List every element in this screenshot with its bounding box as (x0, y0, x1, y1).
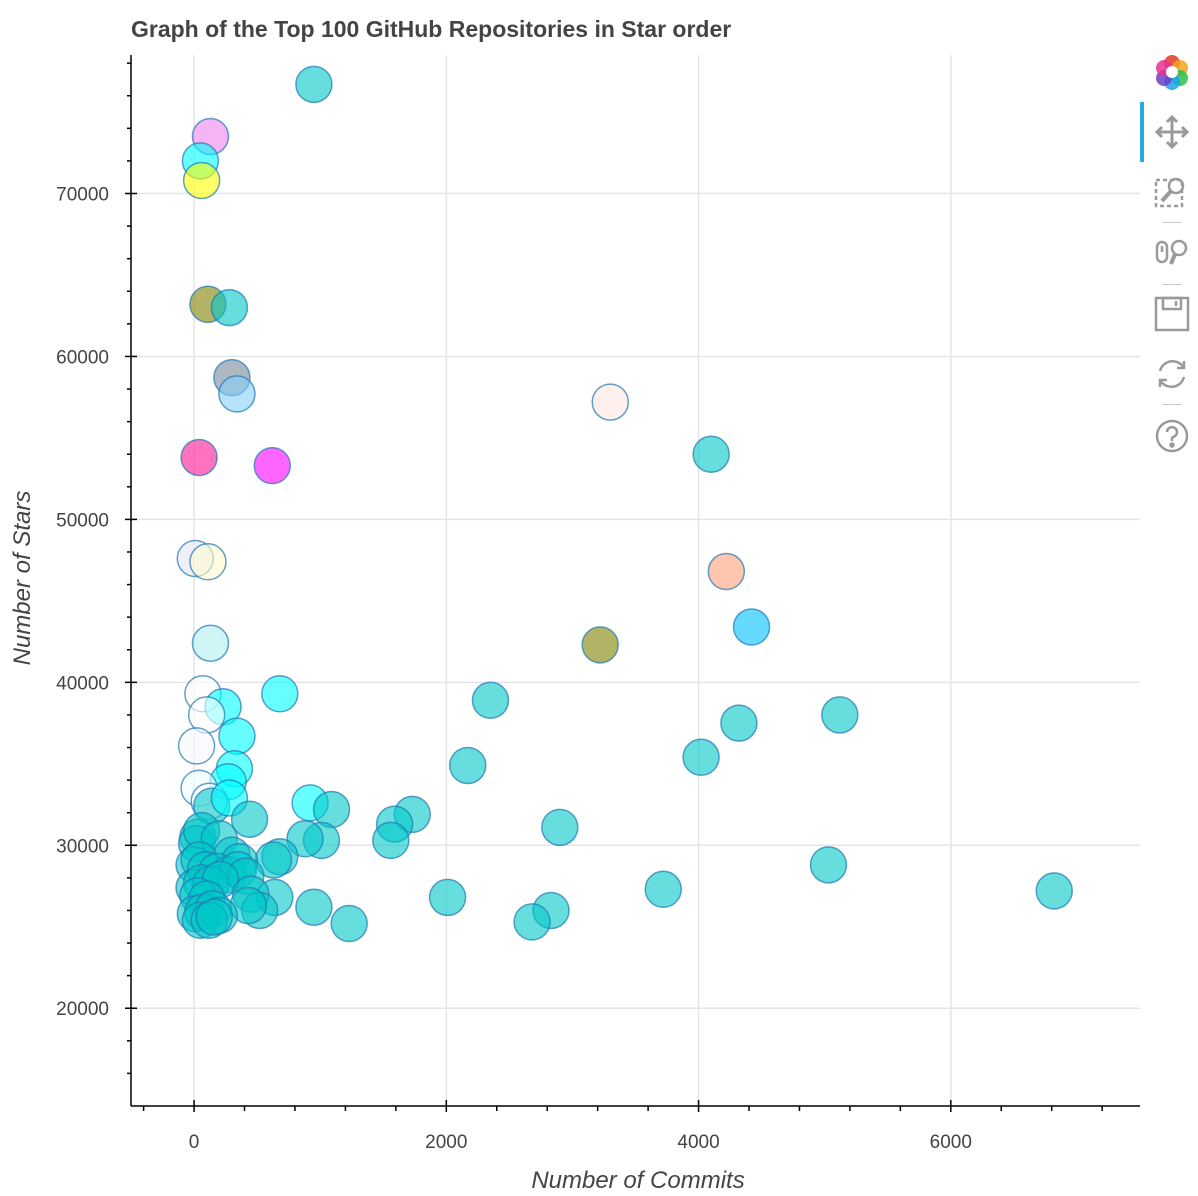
scatter-point (372, 821, 410, 860)
wheel-zoom-icon[interactable] (1152, 232, 1192, 272)
y-tick-label: 50000 (56, 510, 109, 531)
scatter-point (449, 746, 487, 785)
grid-lines (131, 55, 1140, 1106)
scatter-point (182, 161, 221, 200)
scatter-point (330, 904, 368, 943)
scatter-point (177, 727, 216, 765)
help-icon[interactable] (1152, 416, 1192, 456)
y-tick-label: 30000 (56, 836, 109, 857)
active-tool-indicator (1140, 102, 1144, 162)
scatter-point (210, 288, 249, 327)
scatter-point (295, 888, 333, 926)
scatter-point (692, 435, 730, 473)
scatter-point (180, 438, 218, 477)
chart-title: Graph of the Top 100 GitHub Repositories… (131, 16, 731, 42)
scatter-point (707, 552, 746, 591)
scatter-point (821, 696, 859, 734)
data-points (175, 65, 1073, 943)
scatter-point (471, 681, 510, 720)
scatter-point (541, 808, 579, 847)
x-tick-label: 2000 (425, 1132, 467, 1153)
save-icon[interactable] (1152, 294, 1192, 334)
toolbar-divider (1162, 284, 1182, 285)
x-axis-label: Number of Commits (531, 1167, 744, 1194)
scatter-point (189, 543, 227, 581)
toolbar-divider (1162, 222, 1182, 223)
scatter-point (295, 65, 333, 104)
scatter-point (218, 375, 256, 413)
y-tick-label: 60000 (56, 347, 109, 368)
axis-ticks: 0 2000 4000 6000 20000 30000 40000 50000 60000 70… (56, 62, 1103, 1153)
scatter-point (682, 738, 720, 777)
y-tick-label: 40000 (56, 673, 109, 694)
scatter-point (720, 704, 758, 742)
x-tick-label: 4000 (677, 1132, 719, 1153)
scatter-point (253, 446, 292, 485)
scatter-point (591, 383, 630, 421)
reset-icon[interactable] (1152, 354, 1192, 394)
bokeh-logo-icon[interactable] (1152, 52, 1192, 92)
scatter-point (230, 800, 269, 838)
scatter-point (195, 898, 233, 936)
scatter-point (428, 878, 467, 917)
y-tick-label: 20000 (56, 999, 109, 1020)
pan-icon[interactable] (1152, 112, 1192, 152)
scatter-point (261, 674, 299, 713)
scatter-point (218, 717, 256, 755)
scatter-point (644, 870, 682, 909)
x-tick-label: 0 (189, 1132, 200, 1153)
scatter-point (732, 608, 771, 646)
x-tick-label: 6000 (930, 1132, 972, 1153)
scatter-point (809, 846, 848, 884)
y-tick-label: 70000 (56, 185, 109, 206)
y-axis-label: Number of Stars (9, 491, 36, 666)
scatter-point (581, 626, 619, 664)
scatter-point (1035, 872, 1073, 910)
scatter-point (191, 624, 230, 662)
toolbar-divider (1162, 404, 1182, 405)
box-zoom-icon[interactable] (1152, 172, 1192, 212)
scatter-point (513, 903, 551, 941)
chart-toolbar (1140, 48, 1198, 478)
axes (130, 55, 1140, 1107)
